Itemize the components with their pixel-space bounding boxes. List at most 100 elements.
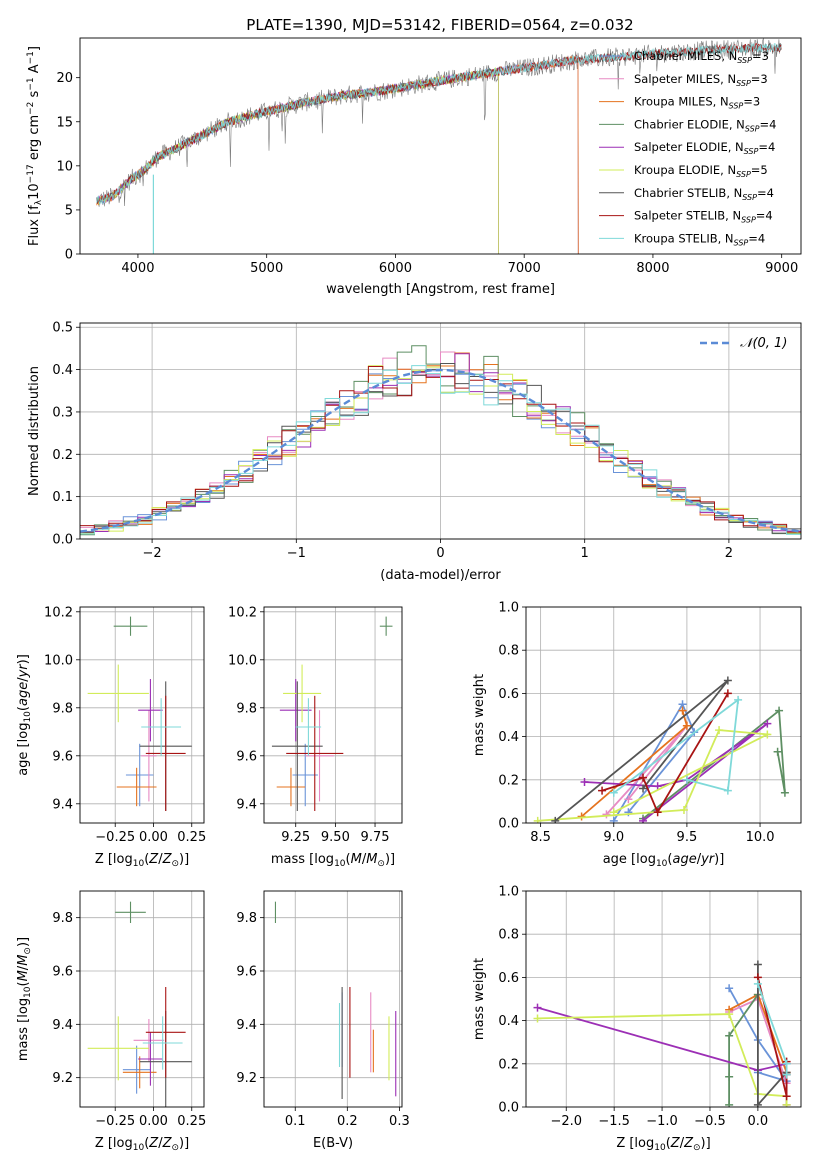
x-tick-label: 0.3 (389, 1114, 410, 1129)
y-tick-label: 0.0 (498, 817, 519, 832)
weight-point-marker (609, 788, 618, 797)
y-tick-label: 20 (56, 71, 73, 86)
x-tick-label: 9.0 (603, 830, 624, 845)
y-tick-label: 0.6 (498, 971, 519, 986)
x-tick-label: 9.25 (281, 830, 310, 845)
legend-entry: Chabrier ELODIE, NSSP=4 (634, 117, 776, 133)
weight-point-marker (725, 984, 734, 993)
x-axis-label: age [log10(age/yr)] (603, 852, 725, 869)
axes-frame (525, 606, 802, 824)
x-tick-label: 9.50 (321, 830, 350, 845)
weight-point-marker (753, 979, 762, 988)
x-tick-label: 9.5 (677, 830, 698, 845)
y-axis-label: Normed distribution (27, 366, 42, 496)
weight-series-line (601, 692, 729, 815)
y-tick-label: 9.8 (236, 701, 257, 716)
weight-point-marker (763, 719, 772, 728)
y-tick-label: 10.2 (228, 605, 257, 620)
x-tick-label: 9.75 (361, 830, 390, 845)
x-tick-label: −0.25 (95, 830, 135, 845)
weight-point-marker (624, 795, 633, 804)
x-tick-label: −2 (143, 546, 162, 561)
legend-entry: Kroupa ELODIE, NSSP=5 (634, 163, 768, 179)
weight-point-marker (678, 706, 687, 715)
y-tick-label: 0 (65, 248, 73, 263)
x-tick-label: 0.00 (139, 1114, 168, 1129)
weight-point-marker (598, 786, 607, 795)
spectrum-panel: 4000 5000 6000 7000 8000 9000 0 5 10 15 20 waveleng… (26, 37, 802, 297)
weight-point-marker (653, 782, 662, 791)
mass-weight-vs-Z-panel: −2.0 −1.5 −1.0 −0.5 0.0 0.0 0.2 0.4 0.6 0.8 1.0 Z [… (472, 885, 802, 1153)
figure-title: PLATE=1390, MJD=53142, FIBERID=0564, z=0… (246, 16, 633, 34)
legend-entry: Salpeter ELODIE, NSSP=4 (634, 140, 775, 156)
x-axis-label: (data-model)/error (380, 568, 501, 583)
y-tick-label: 0.6 (498, 687, 519, 702)
x-axis-label: Z [log10(Z/Z⊙)] (95, 1136, 189, 1153)
legend-entry: Chabrier MILES, NSSP=3 (634, 49, 769, 65)
weight-point-marker (580, 777, 589, 786)
weight-lines (533, 676, 789, 823)
y-tick-label: 9.8 (236, 911, 257, 926)
legend-entry: Salpeter MILES, NSSP=3 (634, 72, 768, 88)
x-tick-label: 9000 (765, 261, 798, 276)
y-tick-label: 0.0 (52, 533, 73, 548)
histograms (80, 345, 801, 536)
weight-point-marker (773, 747, 782, 756)
mass-vs-Z-panel: −0.25 0.00 0.25 9.2 9.4 9.6 9.8 Z [log10(Z/Z⊙)]… (16, 890, 206, 1153)
weight-point-marker (775, 706, 784, 715)
weight-point-marker (782, 1070, 791, 1079)
weight-lines (533, 960, 791, 1107)
y-tick-label: 10.0 (44, 653, 73, 668)
y-tick-label: 0.3 (52, 405, 73, 420)
axes-frame (79, 37, 802, 255)
axes-frame (79, 890, 205, 1108)
x-axis-label: Z [log10(Z/Z⊙)] (95, 852, 189, 869)
legend: Chabrier MILES, NSSP=3 Salpeter MILES, NS… (599, 49, 776, 247)
y-tick-label: 9.4 (236, 1018, 257, 1033)
x-axis-label: wavelength [Angstrom, rest frame] (326, 282, 555, 297)
x-tick-label: 7000 (508, 261, 541, 276)
x-tick-label: 5000 (250, 261, 283, 276)
x-tick-label: −1 (287, 546, 306, 561)
axes-frame (525, 890, 802, 1108)
weight-point-marker (723, 676, 732, 685)
x-tick-label: 8.5 (530, 830, 551, 845)
weight-point-marker (753, 960, 762, 969)
weight-point-marker (682, 775, 691, 784)
y-tick-label: 5 (65, 203, 73, 218)
y-tick-label: 9.2 (236, 1071, 257, 1086)
errorbars (274, 901, 397, 1099)
weight-point-marker (639, 784, 648, 793)
x-tick-label: 2 (725, 546, 733, 561)
weight-point-marker (725, 1100, 734, 1107)
y-tick-label: 0.2 (498, 1057, 519, 1072)
weight-point-marker (782, 1100, 791, 1107)
residuals-panel: −2 −1 0 1 2 0.0 0.1 0.2 0.3 0.4 0.5 (data-model)/er… (27, 321, 802, 583)
weight-point-marker (609, 816, 618, 823)
y-tick-label: 0.5 (52, 321, 73, 336)
legend-entry: Salpeter STELIB, NSSP=4 (634, 209, 773, 225)
x-tick-label: 0.0 (748, 1114, 769, 1129)
weight-point-marker (734, 695, 743, 704)
weight-series-line (728, 994, 759, 1105)
weight-point-marker (682, 721, 691, 730)
age-vs-mass-panel: 9.25 9.50 9.75 9.4 9.6 9.8 10.0 10.2 mass [log10… (228, 605, 403, 869)
x-tick-label: 6000 (379, 261, 412, 276)
weight-series-line (613, 697, 740, 794)
x-axis-label: Z [log10(Z/Z⊙)] (616, 1136, 710, 1153)
x-axis-label: E(B-V) (313, 1136, 353, 1151)
y-tick-label: 0.2 (498, 773, 519, 788)
errorbars (87, 616, 192, 811)
weight-point-marker (639, 816, 648, 823)
legend-entry: Kroupa MILES, NSSP=3 (634, 95, 760, 111)
x-tick-label: 0 (436, 546, 444, 561)
x-tick-label: 8000 (636, 261, 669, 276)
weight-point-marker (725, 1031, 734, 1040)
errorbars (271, 616, 393, 811)
y-tick-label: 15 (56, 115, 73, 130)
y-tick-label: 9.8 (52, 701, 73, 716)
histogram-series-line (80, 365, 801, 535)
weight-point-marker (533, 1003, 542, 1012)
weight-point-marker (533, 816, 542, 823)
weight-point-marker (551, 816, 560, 823)
